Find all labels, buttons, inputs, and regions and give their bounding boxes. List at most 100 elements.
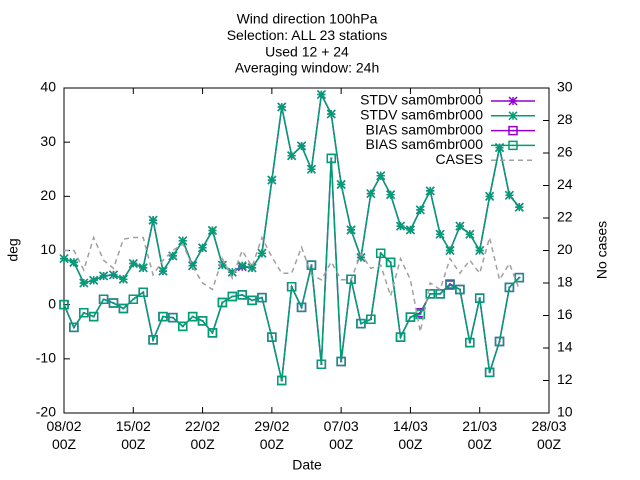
x-tick-label: 08/02 00Z — [46, 418, 81, 452]
y-tick-label: -20 — [36, 404, 56, 420]
point-marker — [385, 257, 396, 268]
point-marker — [198, 243, 208, 253]
point-marker — [227, 291, 238, 302]
point-marker — [227, 267, 237, 277]
point-marker — [316, 89, 326, 100]
point-marker — [455, 221, 465, 231]
point-marker — [178, 321, 188, 332]
series-line — [63, 158, 520, 381]
point-marker — [138, 263, 148, 273]
point-marker — [118, 303, 129, 314]
point-marker — [59, 299, 69, 310]
point-marker — [485, 191, 495, 201]
point-marker — [207, 328, 218, 338]
x-tick-label: 15/02 00Z — [116, 418, 151, 452]
x-tick-label: 21/03 00Z — [462, 418, 497, 452]
point-marker — [395, 332, 406, 342]
point-marker — [277, 102, 287, 112]
point-marker — [435, 229, 445, 239]
point-marker — [356, 253, 366, 263]
point-marker — [475, 245, 485, 256]
point-marker — [148, 335, 158, 345]
y2-tick-label: 16 — [557, 306, 573, 322]
y2-axis-label: No cases — [594, 221, 610, 279]
x-tick-label: 28/03 00Z — [531, 418, 566, 452]
legend-label: BIAS sam6mbr000 — [366, 136, 484, 152]
y2-tick-label: 30 — [557, 79, 573, 95]
legend-label: BIAS sam0mbr000 — [366, 121, 484, 137]
point-marker — [267, 175, 277, 185]
point-marker — [336, 179, 346, 189]
chart-title: Selection: ALL 23 stations — [227, 27, 388, 43]
point-marker — [237, 261, 247, 271]
point-marker — [484, 367, 495, 378]
y2-tick-label: 26 — [557, 144, 573, 160]
y2-tick-label: 14 — [557, 339, 573, 355]
point-marker — [118, 274, 128, 284]
point-marker — [508, 140, 518, 151]
point-marker — [474, 293, 485, 303]
point-marker — [465, 337, 475, 348]
point-marker — [346, 225, 356, 235]
point-marker — [217, 260, 227, 270]
y-axis-label: deg — [5, 238, 21, 261]
y-tick-label: -10 — [36, 350, 56, 366]
point-marker — [188, 261, 198, 271]
point-marker — [79, 278, 89, 288]
point-marker — [257, 292, 267, 303]
point-marker — [98, 294, 109, 304]
point-marker — [207, 225, 217, 235]
point-marker — [79, 308, 89, 318]
point-marker — [336, 356, 346, 367]
point-marker — [128, 258, 138, 269]
point-marker — [445, 245, 455, 256]
legend-label: STDV sam6mbr000 — [360, 107, 483, 123]
y2-tick-label: 12 — [557, 371, 573, 387]
point-marker — [99, 271, 109, 281]
y2-tick-label: 24 — [557, 176, 573, 192]
point-marker — [247, 295, 257, 306]
point-marker — [366, 189, 376, 199]
point-marker — [326, 153, 336, 164]
chart-title: Averaging window: 24h — [235, 60, 380, 76]
y-tick-label: 0 — [48, 295, 56, 311]
point-marker — [455, 284, 465, 295]
y2-tick-label: 20 — [557, 241, 573, 257]
point-marker — [158, 311, 168, 322]
point-marker — [405, 312, 416, 322]
point-marker — [89, 275, 99, 285]
x-tick-label: 22/02 00Z — [185, 418, 220, 452]
point-marker — [435, 289, 445, 299]
point-marker — [508, 96, 518, 106]
point-marker — [514, 272, 525, 283]
point-marker — [375, 248, 386, 258]
point-marker — [296, 302, 307, 313]
point-marker — [138, 287, 148, 297]
point-marker — [504, 282, 515, 293]
point-marker — [168, 251, 178, 261]
point-marker — [59, 254, 69, 264]
point-marker — [376, 171, 386, 181]
point-marker — [187, 311, 198, 322]
point-marker — [494, 143, 505, 153]
series-line — [63, 158, 520, 381]
y2-tick-label: 18 — [557, 274, 573, 290]
point-marker — [267, 332, 277, 342]
legend-label: CASES — [436, 151, 483, 167]
point-marker — [108, 298, 119, 308]
point-marker — [69, 257, 79, 267]
point-marker — [425, 289, 435, 299]
point-marker — [148, 215, 158, 225]
legend-label: STDV sam0mbr000 — [360, 92, 483, 108]
point-marker — [445, 280, 455, 290]
point-marker — [197, 316, 208, 326]
point-marker — [287, 151, 297, 161]
x-tick-label: 07/03 00Z — [324, 418, 359, 452]
x-tick-label: 14/03 00Z — [393, 418, 428, 452]
point-marker — [508, 125, 518, 136]
point-marker — [405, 225, 415, 235]
point-marker — [514, 202, 524, 212]
point-marker — [247, 263, 257, 273]
point-marker — [257, 248, 267, 258]
